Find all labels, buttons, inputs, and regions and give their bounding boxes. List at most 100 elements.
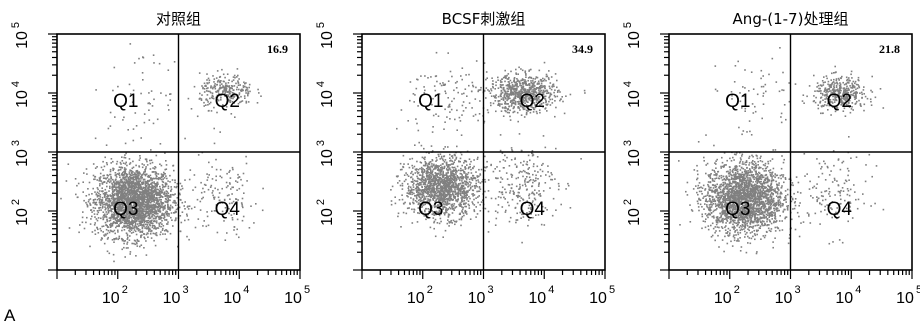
event-point (452, 193, 454, 196)
event-point (241, 100, 244, 102)
event-point (131, 210, 133, 213)
event-point (157, 173, 160, 175)
event-point (104, 233, 107, 235)
event-point (122, 214, 124, 217)
event-point (165, 183, 168, 186)
event-point (132, 177, 134, 180)
event-point (188, 205, 191, 207)
event-point (165, 182, 168, 185)
event-point (150, 193, 153, 196)
event-point (452, 192, 454, 195)
event-point (412, 201, 414, 204)
event-point (449, 181, 452, 184)
event-point (423, 157, 425, 160)
event-point (123, 242, 125, 245)
event-point (116, 216, 118, 219)
event-point (441, 188, 444, 190)
event-point (421, 156, 424, 159)
event-point (453, 182, 455, 184)
event-point (169, 93, 172, 95)
event-point (116, 208, 118, 211)
event-point (114, 238, 117, 240)
event-point (242, 86, 245, 89)
event-point (469, 218, 472, 220)
event-point (213, 78, 216, 80)
event-point (128, 204, 131, 206)
event-point (158, 199, 161, 201)
event-point (434, 168, 436, 170)
event-point (440, 186, 443, 189)
event-point (124, 195, 127, 198)
event-point (457, 177, 460, 179)
event-point (498, 100, 501, 102)
event-point (113, 206, 116, 209)
event-point (131, 220, 134, 222)
event-point (126, 189, 128, 191)
event-point (453, 186, 455, 189)
event-point (120, 195, 122, 197)
event-point (126, 212, 128, 214)
event-point (231, 218, 234, 221)
event-point (136, 169, 139, 172)
event-point (465, 175, 468, 178)
event-point (118, 186, 120, 189)
event-point (414, 187, 417, 190)
event-point (451, 170, 454, 172)
event-point (223, 220, 225, 222)
event-point (472, 175, 474, 177)
event-point (159, 191, 162, 193)
event-point (137, 197, 139, 199)
event-point (452, 169, 455, 171)
y-axis (48, 33, 57, 271)
event-point (468, 207, 471, 209)
event-point (419, 193, 422, 195)
event-point (135, 125, 138, 127)
event-point (107, 195, 110, 197)
event-point (209, 97, 211, 100)
event-point (115, 182, 118, 184)
event-point (475, 216, 477, 218)
event-point (104, 192, 106, 194)
event-point (435, 160, 437, 162)
event-point (507, 95, 509, 98)
event-point (120, 220, 122, 222)
event-point (413, 211, 415, 213)
event-point (123, 225, 125, 227)
event-point (124, 240, 126, 242)
event-point (87, 200, 90, 203)
event-point (161, 203, 163, 205)
event-point (410, 172, 412, 175)
event-point (426, 190, 429, 193)
event-point (459, 157, 462, 160)
event-point (175, 202, 177, 204)
event-point (156, 201, 158, 203)
event-point (139, 180, 142, 182)
event-point (155, 185, 157, 187)
event-point (464, 166, 466, 168)
event-point (430, 192, 432, 195)
event-point (76, 196, 79, 199)
event-point (100, 209, 102, 211)
event-point (132, 179, 135, 181)
event-point (156, 181, 159, 184)
event-point (160, 92, 162, 94)
event-point (117, 169, 120, 172)
event-point (447, 203, 450, 205)
event-point (167, 185, 170, 188)
event-point (123, 246, 125, 249)
event-point (209, 101, 212, 104)
event-point (442, 163, 444, 165)
event-point (228, 212, 230, 215)
event-point (164, 233, 166, 235)
event-point (123, 206, 125, 209)
event-point (139, 206, 142, 209)
event-point (457, 189, 460, 191)
event-point (211, 94, 214, 97)
event-point (142, 233, 145, 235)
event-point (403, 180, 406, 183)
event-point (421, 170, 423, 172)
event-point (505, 84, 508, 87)
event-point (167, 69, 170, 71)
event-point (420, 144, 423, 147)
event-point (449, 164, 452, 166)
